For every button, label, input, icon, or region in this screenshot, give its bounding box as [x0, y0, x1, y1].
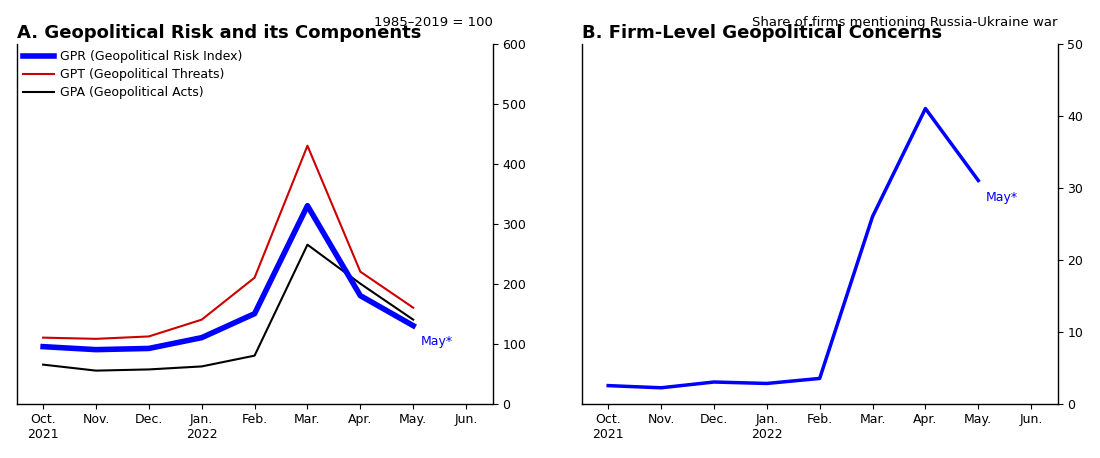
- Text: May*: May*: [987, 191, 1019, 204]
- Legend: GPR (Geopolitical Risk Index), GPT (Geopolitical Threats), GPA (Geopolitical Act: GPR (Geopolitical Risk Index), GPT (Geop…: [23, 50, 243, 99]
- Text: 1985–2019 = 100: 1985–2019 = 100: [374, 16, 493, 29]
- Text: A. Geopolitical Risk and its Components: A. Geopolitical Risk and its Components: [16, 24, 421, 42]
- Text: B. Firm-Level Geopolitical Concerns: B. Firm-Level Geopolitical Concerns: [582, 24, 942, 42]
- Text: Share of firms mentioning Russia-Ukraine war: Share of firms mentioning Russia-Ukraine…: [752, 16, 1057, 29]
- Text: May*: May*: [421, 335, 453, 348]
